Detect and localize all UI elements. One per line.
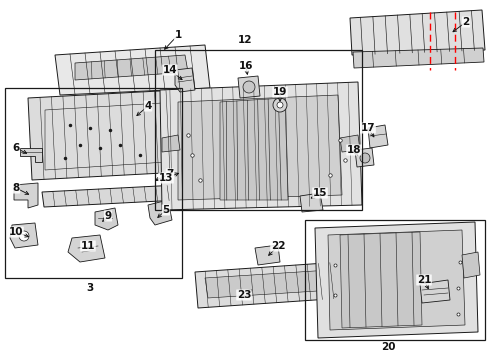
Text: 10: 10: [9, 227, 23, 237]
Circle shape: [276, 102, 283, 108]
Text: 12: 12: [237, 35, 252, 45]
Text: 3: 3: [86, 283, 93, 293]
Text: 14: 14: [163, 65, 177, 75]
Text: 4: 4: [144, 101, 151, 111]
Polygon shape: [162, 135, 180, 152]
Circle shape: [243, 81, 254, 93]
Polygon shape: [349, 10, 484, 55]
Text: 5: 5: [162, 205, 169, 215]
Polygon shape: [299, 193, 323, 212]
Bar: [155, 50, 361, 210]
Polygon shape: [28, 90, 182, 180]
Text: 23: 23: [236, 290, 251, 300]
Text: 21: 21: [416, 275, 430, 285]
Polygon shape: [352, 48, 483, 68]
Polygon shape: [175, 68, 195, 92]
Text: 9: 9: [104, 211, 111, 221]
Polygon shape: [339, 135, 359, 152]
Polygon shape: [419, 280, 449, 303]
Circle shape: [272, 98, 286, 112]
Polygon shape: [55, 45, 209, 95]
Polygon shape: [314, 222, 477, 338]
Text: 13: 13: [159, 173, 173, 183]
Polygon shape: [95, 208, 118, 230]
Text: 22: 22: [270, 241, 285, 251]
Polygon shape: [160, 82, 361, 210]
Circle shape: [19, 231, 29, 241]
Bar: [305, 220, 484, 340]
Text: 1: 1: [174, 30, 181, 40]
Polygon shape: [148, 200, 172, 225]
Polygon shape: [354, 148, 373, 167]
Polygon shape: [195, 262, 343, 308]
Text: 6: 6: [12, 143, 20, 153]
Polygon shape: [178, 95, 341, 200]
Circle shape: [359, 153, 369, 163]
Text: 16: 16: [238, 61, 253, 71]
Polygon shape: [327, 230, 464, 330]
Polygon shape: [10, 223, 38, 248]
Text: 17: 17: [360, 123, 375, 133]
Polygon shape: [339, 232, 421, 328]
Text: 19: 19: [272, 87, 286, 97]
Polygon shape: [75, 55, 187, 80]
Polygon shape: [20, 148, 42, 162]
Text: 8: 8: [12, 183, 20, 193]
Text: 2: 2: [462, 17, 468, 27]
Polygon shape: [220, 98, 287, 200]
Polygon shape: [461, 252, 479, 278]
Text: 7: 7: [166, 169, 173, 179]
Text: 11: 11: [81, 241, 95, 251]
Polygon shape: [14, 183, 38, 208]
Text: 15: 15: [312, 188, 326, 198]
Polygon shape: [238, 76, 260, 98]
Text: 20: 20: [380, 342, 394, 352]
Bar: [5, 88, 182, 278]
Polygon shape: [42, 185, 180, 207]
Polygon shape: [367, 125, 387, 148]
Polygon shape: [68, 235, 105, 262]
Polygon shape: [204, 270, 332, 298]
Polygon shape: [254, 245, 280, 265]
Text: 18: 18: [346, 145, 361, 155]
